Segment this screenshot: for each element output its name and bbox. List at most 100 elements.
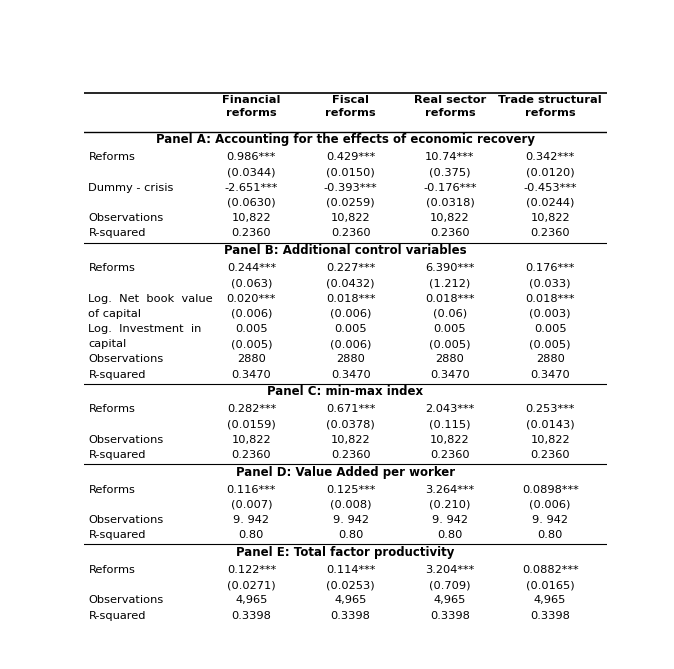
Text: 0.020***: 0.020*** [226,294,276,304]
Text: 10.74***: 10.74*** [425,153,474,163]
Text: 0.3398: 0.3398 [331,611,371,621]
Text: 0.986***: 0.986*** [226,153,276,163]
Text: 0.116***: 0.116*** [226,484,276,494]
Text: 4,965: 4,965 [235,595,268,605]
Text: 10,822: 10,822 [530,435,570,445]
Text: Log.  Net  book  value: Log. Net book value [88,294,213,304]
Text: 3.264***: 3.264*** [425,484,474,494]
Text: -2.651***: -2.651*** [224,183,278,193]
Text: 0.80: 0.80 [338,531,363,541]
Text: (0.005): (0.005) [530,339,571,349]
Text: Financial
reforms: Financial reforms [222,95,280,118]
Text: 0.0882***: 0.0882*** [522,565,578,575]
Text: (0.709): (0.709) [429,580,470,590]
Text: Observations: Observations [88,435,164,445]
Text: 0.227***: 0.227*** [326,263,375,273]
Text: 4,965: 4,965 [534,595,566,605]
Text: Reforms: Reforms [88,565,135,575]
Text: 0.018***: 0.018*** [326,294,375,304]
Text: (0.005): (0.005) [429,339,470,349]
Text: (0.006): (0.006) [530,500,571,510]
Text: R-squared: R-squared [88,369,146,379]
Text: 0.2360: 0.2360 [232,228,271,238]
Text: 0.80: 0.80 [437,531,462,541]
Text: 2880: 2880 [336,355,365,365]
Text: Observations: Observations [88,355,164,365]
Text: 0.3398: 0.3398 [430,611,470,621]
Text: (0.0120): (0.0120) [526,168,574,177]
Text: of capital: of capital [88,308,142,318]
Text: 0.2360: 0.2360 [232,450,271,460]
Text: (0.006): (0.006) [231,308,272,318]
Text: -0.453***: -0.453*** [524,183,577,193]
Text: 0.2360: 0.2360 [430,450,470,460]
Text: (0.0165): (0.0165) [526,580,574,590]
Text: Panel B: Additional control variables: Panel B: Additional control variables [224,244,466,257]
Text: Reforms: Reforms [88,263,135,273]
Text: Panel E: Total factor productivity: Panel E: Total factor productivity [237,546,454,559]
Text: 2880: 2880 [435,355,464,365]
Text: Panel C: min-max index: Panel C: min-max index [268,385,423,398]
Text: 0.3470: 0.3470 [331,369,371,379]
Text: (0.0378): (0.0378) [326,419,375,429]
Text: capital: capital [88,339,127,349]
Text: (0.0143): (0.0143) [526,419,574,429]
Text: 2880: 2880 [237,355,266,365]
Text: (0.007): (0.007) [231,500,272,510]
Text: 10,822: 10,822 [232,213,271,223]
Text: (0.0259): (0.0259) [326,198,375,208]
Text: Trade structural
reforms: Trade structural reforms [498,95,602,118]
Text: Reforms: Reforms [88,404,135,414]
Text: Real sector
reforms: Real sector reforms [414,95,486,118]
Text: 0.125***: 0.125*** [326,484,375,494]
Text: 0.0898***: 0.0898*** [522,484,578,494]
Text: (0.0253): (0.0253) [326,580,375,590]
Text: (1.212): (1.212) [429,278,470,288]
Text: (0.0318): (0.0318) [425,198,474,208]
Text: 0.2360: 0.2360 [430,228,470,238]
Text: 10,822: 10,822 [430,213,470,223]
Text: 0.005: 0.005 [534,324,567,334]
Text: 10,822: 10,822 [331,435,371,445]
Text: 0.342***: 0.342*** [526,153,575,163]
Text: 0.176***: 0.176*** [526,263,575,273]
Text: 10,822: 10,822 [530,213,570,223]
Text: 4,965: 4,965 [433,595,466,605]
Text: R-squared: R-squared [88,611,146,621]
Text: 0.253***: 0.253*** [526,404,575,414]
Text: 0.018***: 0.018*** [425,294,474,304]
Text: Dummy - crisis: Dummy - crisis [88,183,174,193]
Text: Observations: Observations [88,595,164,605]
Text: 3.204***: 3.204*** [425,565,474,575]
Text: 0.018***: 0.018*** [526,294,575,304]
Text: 0.282***: 0.282*** [226,404,276,414]
Text: 9. 942: 9. 942 [532,515,568,525]
Text: Log.  Investment  in: Log. Investment in [88,324,202,334]
Text: 2880: 2880 [536,355,565,365]
Text: 4,965: 4,965 [334,595,367,605]
Text: (0.0630): (0.0630) [227,198,276,208]
Text: 0.244***: 0.244*** [227,263,276,273]
Text: 0.3470: 0.3470 [530,369,570,379]
Text: (0.0159): (0.0159) [227,419,276,429]
Text: 0.3470: 0.3470 [430,369,470,379]
Text: (0.0432): (0.0432) [326,278,375,288]
Text: (0.003): (0.003) [530,308,571,318]
Text: (0.006): (0.006) [330,308,371,318]
Text: (0.0271): (0.0271) [227,580,276,590]
Text: 0.671***: 0.671*** [326,404,375,414]
Text: 0.005: 0.005 [235,324,268,334]
Text: -0.393***: -0.393*** [324,183,377,193]
Text: (0.375): (0.375) [429,168,470,177]
Text: (0.0344): (0.0344) [227,168,276,177]
Text: Reforms: Reforms [88,153,135,163]
Text: (0.115): (0.115) [429,419,470,429]
Text: 10,822: 10,822 [430,435,470,445]
Text: R-squared: R-squared [88,531,146,541]
Text: 0.80: 0.80 [239,531,264,541]
Text: 0.114***: 0.114*** [326,565,375,575]
Text: Observations: Observations [88,213,164,223]
Text: Fiscal
reforms: Fiscal reforms [326,95,376,118]
Text: 0.122***: 0.122*** [226,565,276,575]
Text: R-squared: R-squared [88,450,146,460]
